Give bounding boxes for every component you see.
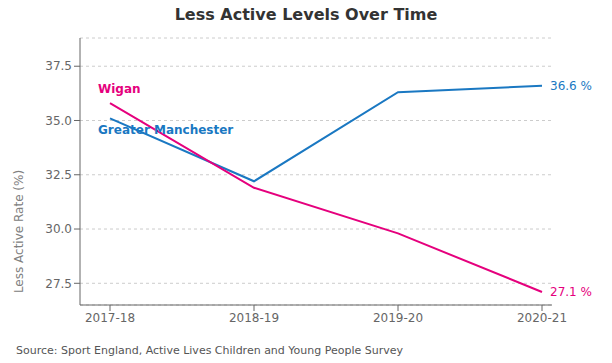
svg-text:2019-20: 2019-20 [373,311,423,325]
svg-text:37.5: 37.5 [45,59,72,73]
svg-text:27.1 %: 27.1 % [550,285,592,299]
svg-text:35.0: 35.0 [45,114,72,128]
svg-text:32.5: 32.5 [45,168,72,182]
svg-text:36.6 %: 36.6 % [550,79,592,93]
svg-text:Wigan: Wigan [98,82,141,96]
svg-text:2018-19: 2018-19 [229,311,279,325]
html-text:Source: Sport England, Active: Source: Sport England, Active Lives Chil… [16,344,403,357]
svg-text:30.0: 30.0 [45,222,72,236]
svg-text:27.5: 27.5 [45,277,72,291]
svg-text:2020-21: 2020-21 [517,311,567,325]
svg-text:2017-18: 2017-18 [85,311,135,325]
html-text:Less Active Levels Over Time: Less Active Levels Over Time [174,5,438,24]
svg-text:Greater Manchester: Greater Manchester [98,123,233,137]
svg-text:Less Active Rate (%): Less Active Rate (%) [12,170,26,293]
